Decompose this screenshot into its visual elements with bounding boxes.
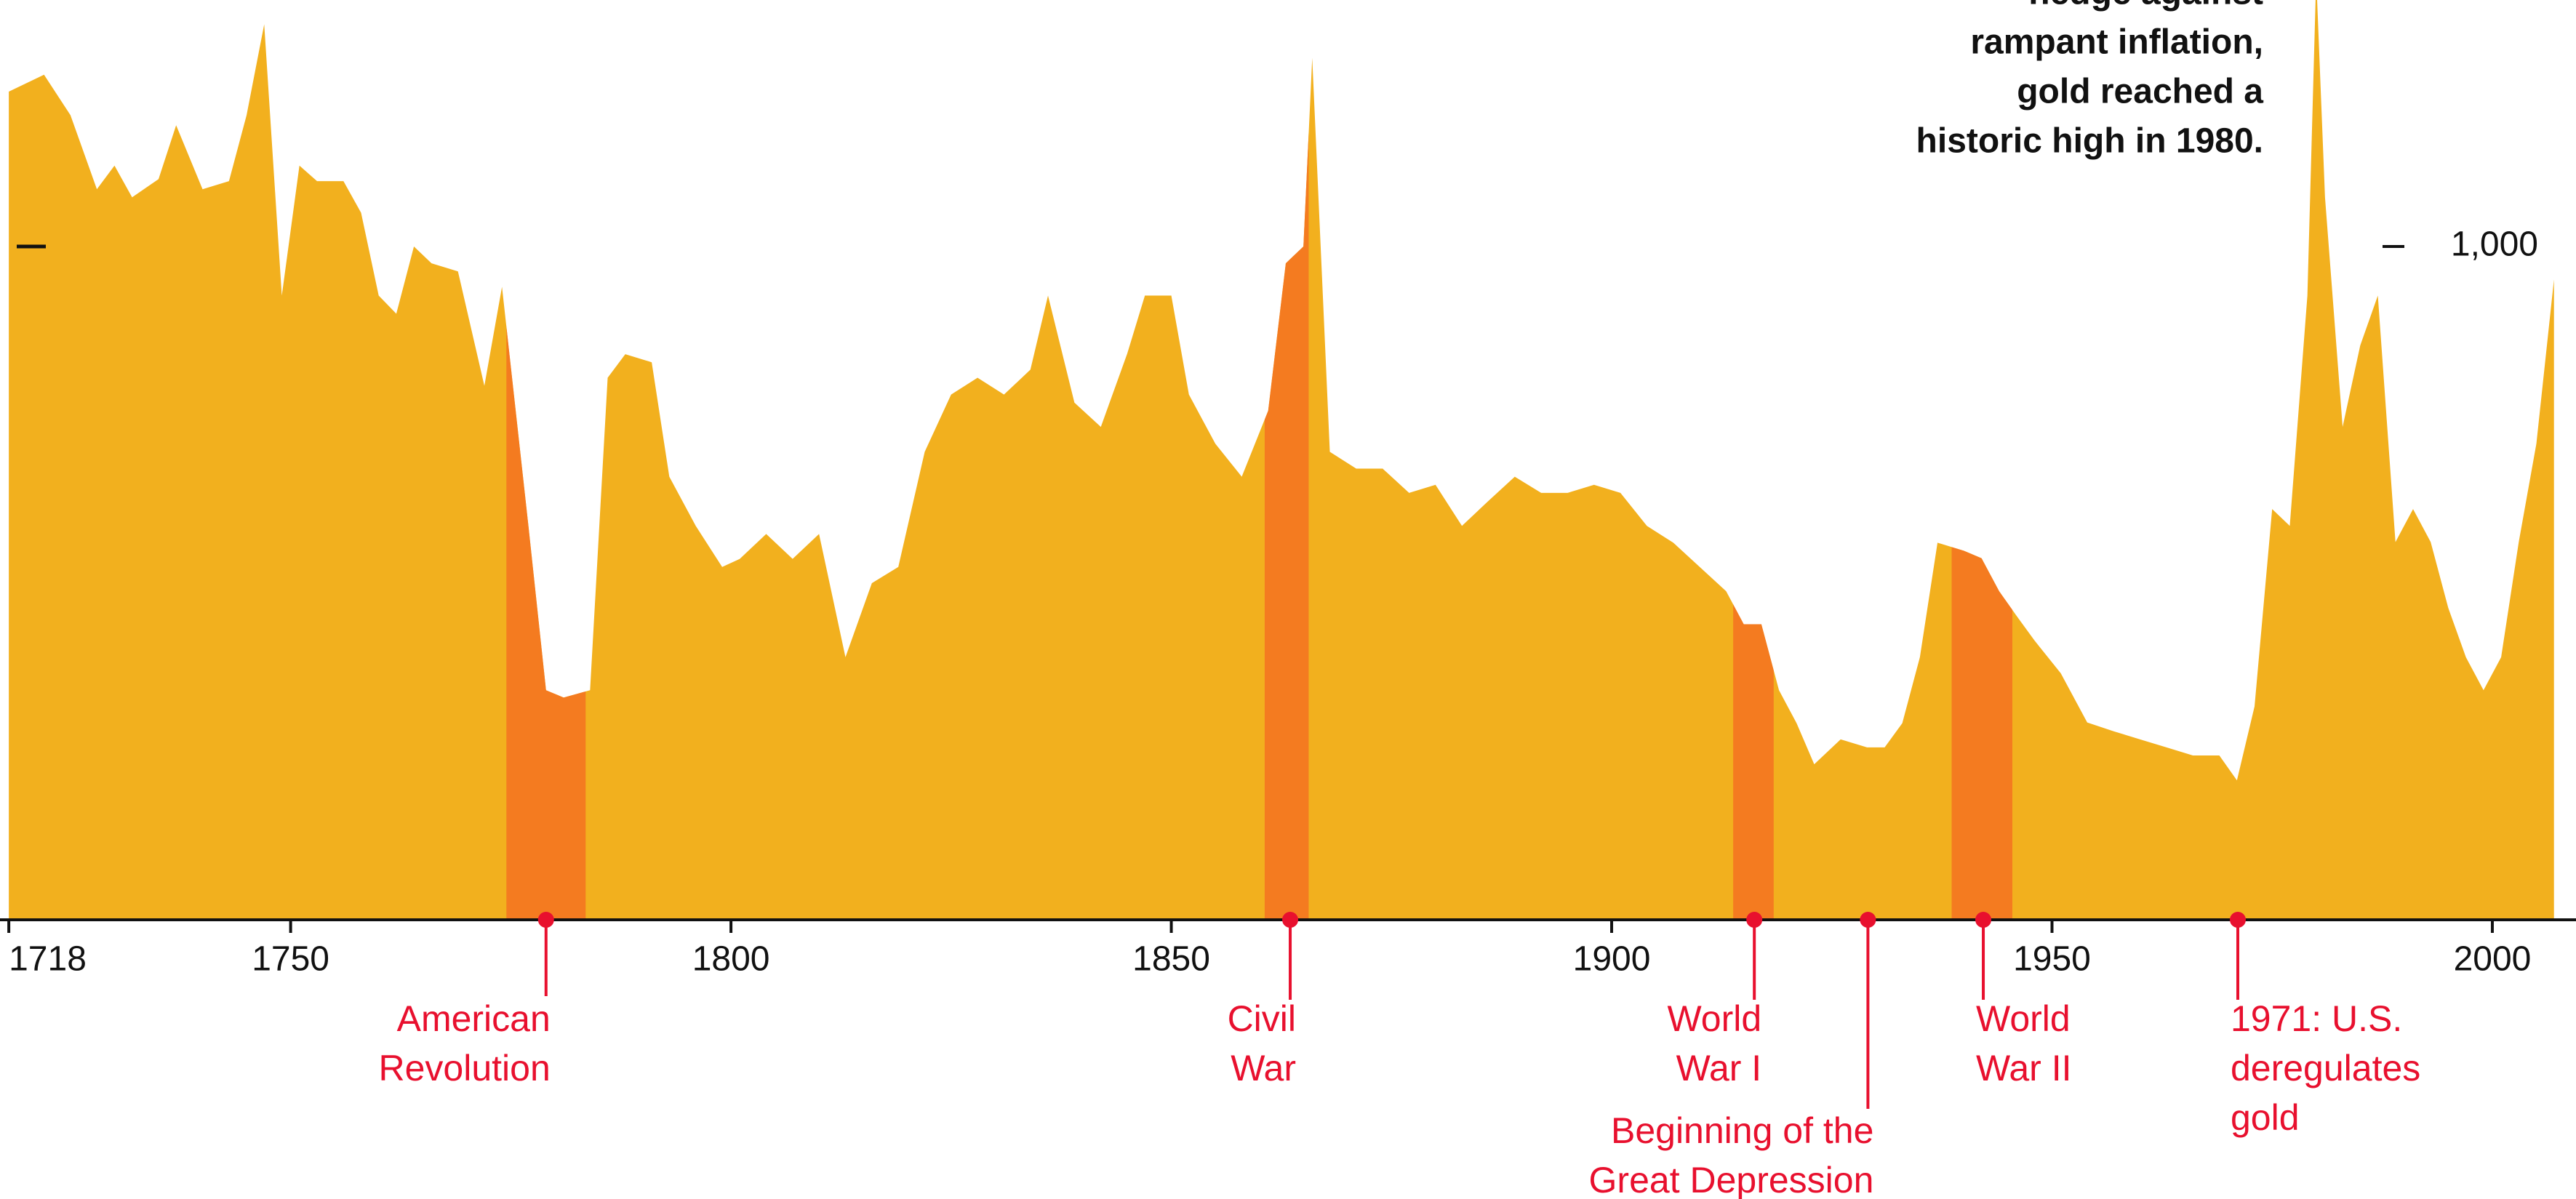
x-tick-label: 1718: [9, 940, 87, 979]
event-dot: [1746, 912, 1763, 928]
event-label: 1971: U.S.: [2231, 998, 2402, 1039]
event-dot: [2229, 912, 2246, 928]
event-label: Revolution: [379, 1048, 551, 1088]
annotation: hedge against: [2028, 0, 2263, 12]
event-dot: [1975, 912, 1992, 928]
event-label: Beginning of the: [1611, 1110, 1873, 1151]
x-tick-label: 1750: [252, 940, 329, 979]
event-label: War II: [1976, 1048, 2071, 1088]
x-tick-label: 1950: [2013, 940, 2091, 979]
x-tick-label: 1900: [1573, 940, 1651, 979]
event-period: [1951, 547, 2012, 920]
event-label: American: [397, 998, 551, 1039]
event-period: [506, 326, 586, 920]
event-label: World: [1976, 998, 2071, 1039]
x-tick-label: 1850: [1132, 940, 1210, 979]
event-dot: [537, 912, 554, 928]
event-label: deregulates: [2231, 1048, 2420, 1088]
x-tick-label: 1800: [692, 940, 770, 979]
annotation: gold reached a: [2017, 73, 2263, 111]
event-label: Civil: [1228, 998, 1296, 1039]
x-tick-label: 2000: [2454, 940, 2532, 979]
event-dot: [1860, 912, 1876, 928]
event-period: [1733, 604, 1774, 920]
annotation: rampant inflation,: [1970, 23, 2263, 62]
event-dot: [1282, 912, 1299, 928]
event-label: War: [1231, 1048, 1296, 1088]
event-label: gold: [2231, 1097, 2300, 1138]
annotation: historic high in 1980.: [1916, 122, 2263, 161]
event-label: Great Depression: [1589, 1160, 1874, 1199]
event-label: War I: [1676, 1048, 1762, 1088]
event-period: [1264, 133, 1309, 920]
y-tick-label: 1,000: [2451, 225, 2538, 264]
event-label: World: [1668, 998, 1762, 1039]
